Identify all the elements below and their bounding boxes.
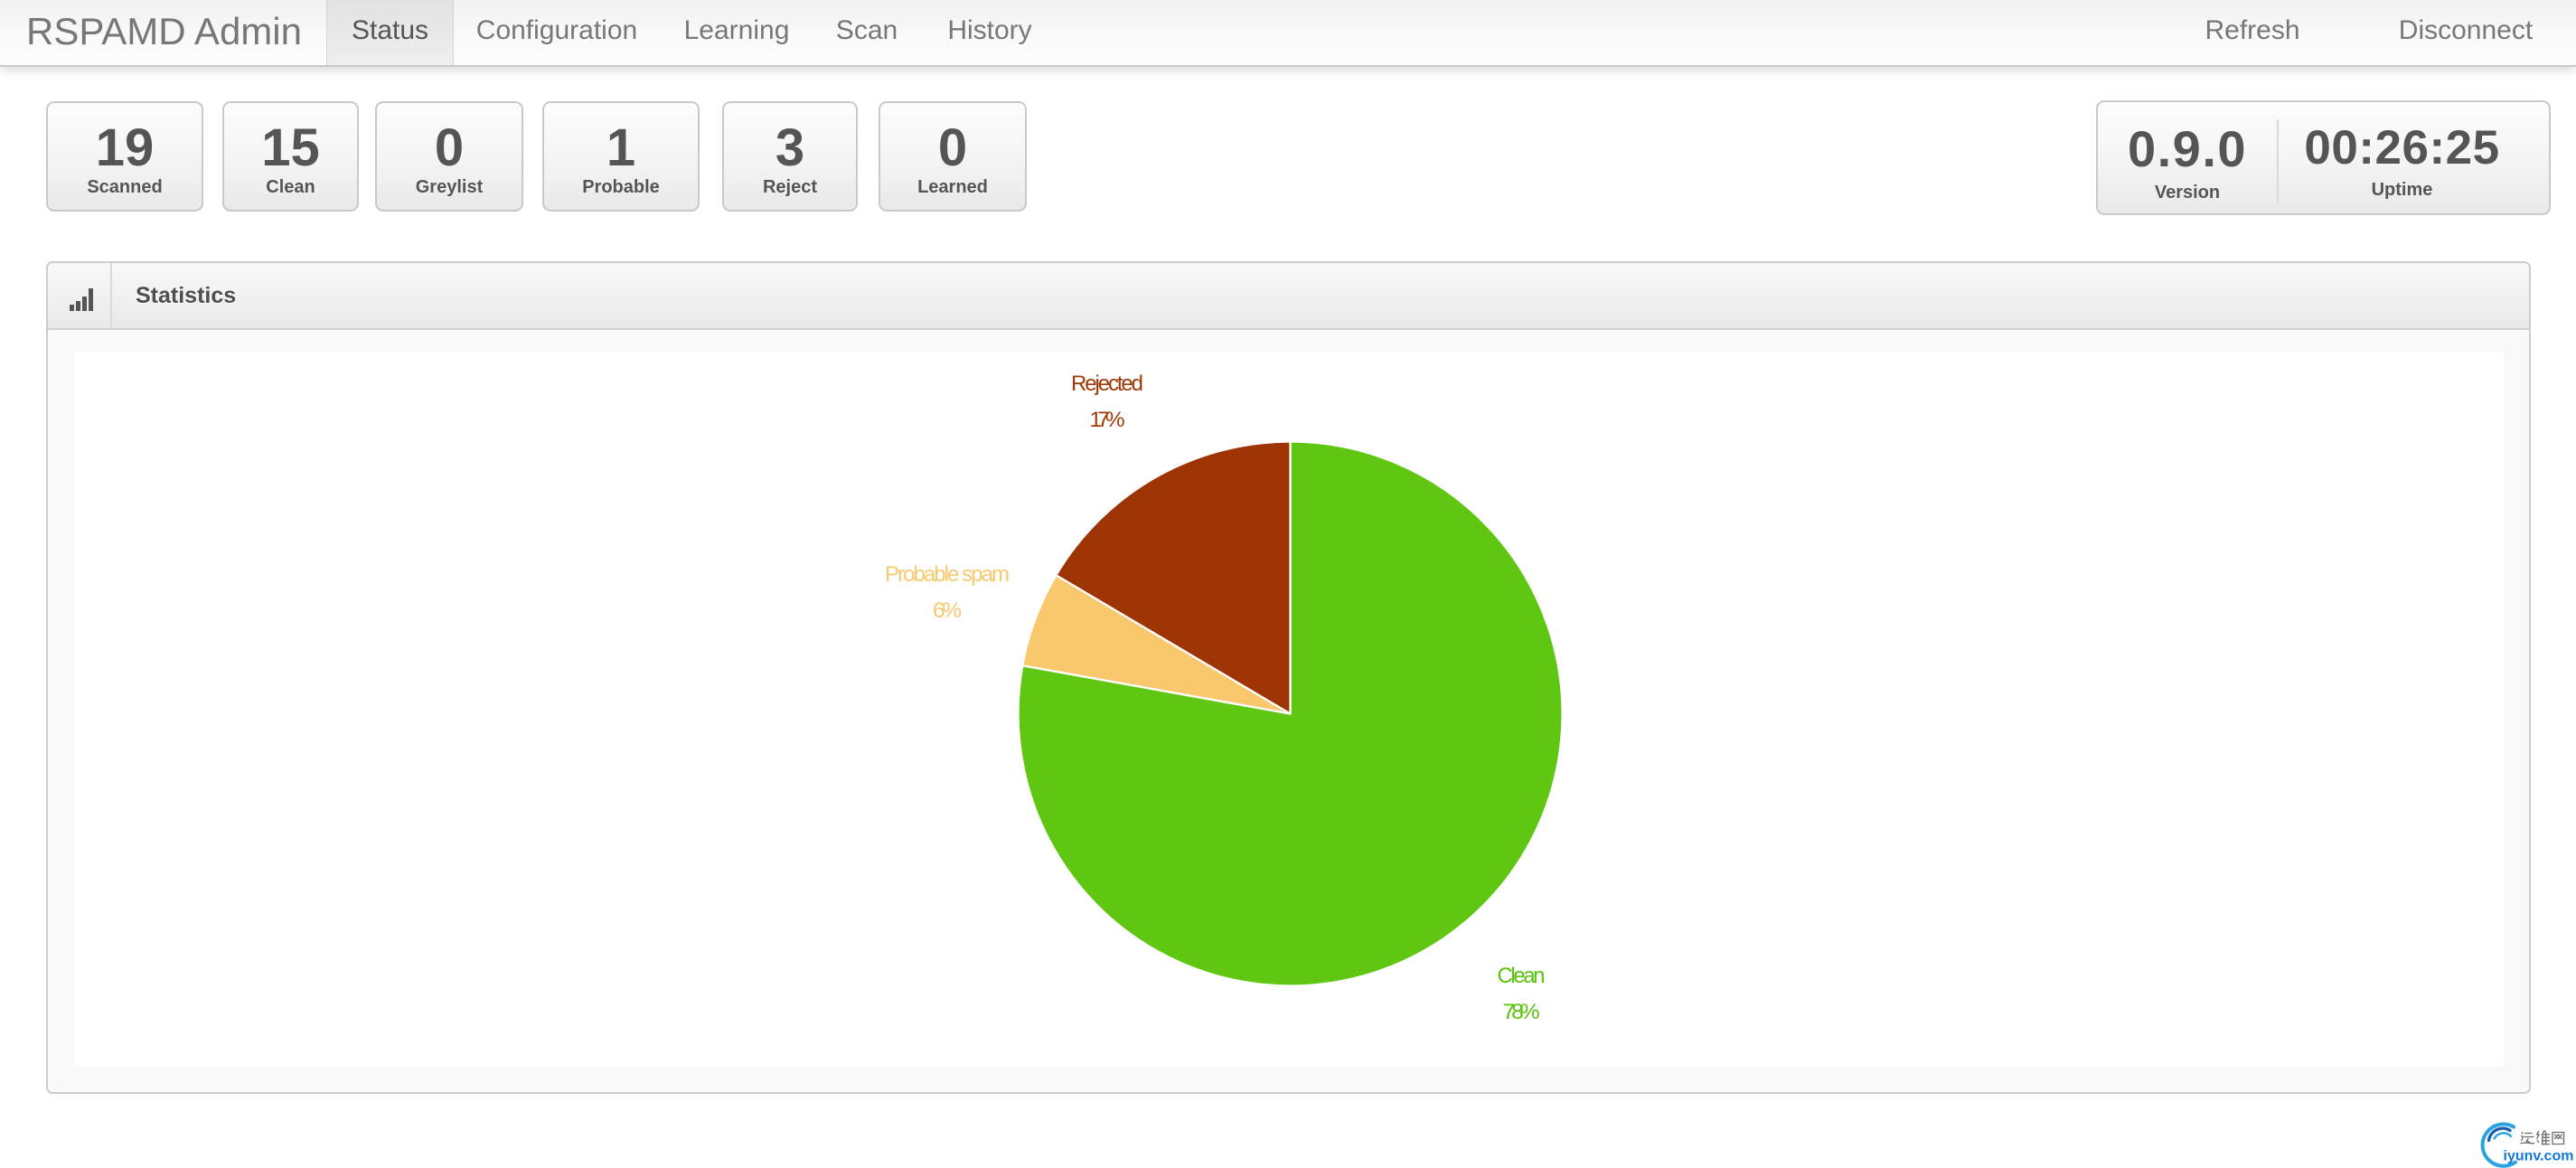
svg-text:17%: 17% bbox=[1090, 408, 1125, 432]
svg-text:Clean: Clean bbox=[1498, 964, 1546, 988]
svg-text:Probable spam: Probable spam bbox=[885, 562, 1010, 587]
svg-text:78%: 78% bbox=[1503, 1000, 1540, 1024]
svg-text:Rejected: Rejected bbox=[1071, 372, 1143, 396]
svg-text:iyunv.com: iyunv.com bbox=[2504, 1149, 2574, 1164]
svg-text:6%: 6% bbox=[933, 598, 962, 623]
